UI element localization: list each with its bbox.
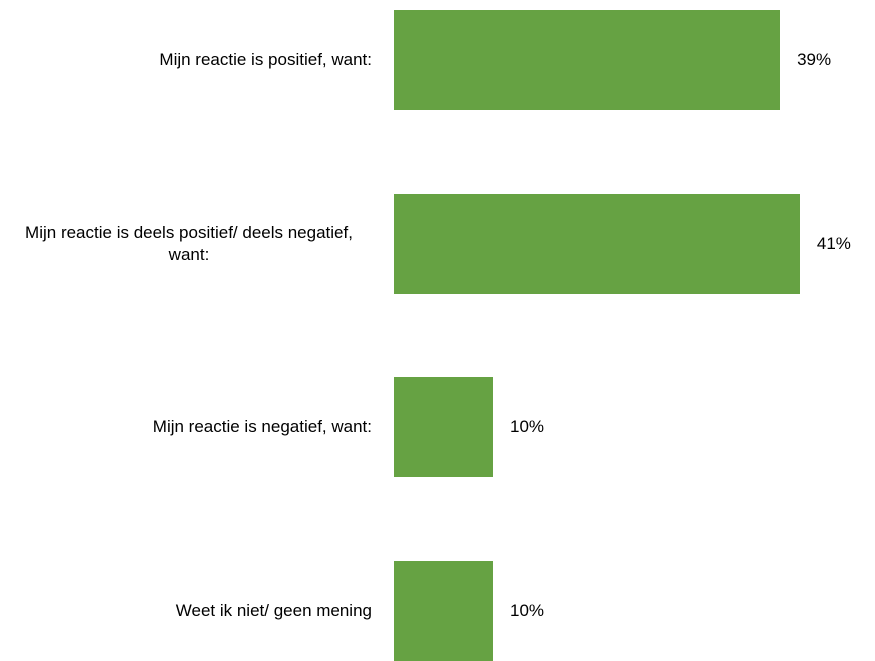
- data-label: 10%: [510, 417, 545, 436]
- bar: [394, 560, 493, 661]
- category-label-box: Mijn reactie is positief, want:: [0, 30, 372, 90]
- category-label: Mijn reactie is positief, want:: [159, 50, 372, 69]
- data-label: 39%: [797, 50, 832, 69]
- bar: [394, 377, 493, 477]
- category-label: Mijn reactie is deels positief/ deels ne…: [25, 222, 353, 264]
- category-label: Mijn reactie is negatief, want:: [152, 417, 372, 436]
- category-label-box: Mijn reactie is deels positief/ deels ne…: [0, 214, 372, 274]
- category-label: Weet ik niet/ geen mening: [175, 600, 372, 620]
- data-label: 41%: [816, 233, 851, 253]
- category-label-box: Weet ik niet/ geen mening: [0, 581, 372, 641]
- bar: [394, 193, 800, 294]
- bar: [394, 10, 781, 110]
- category-label-box: Mijn reactie is negatief, want:: [0, 397, 372, 457]
- data-label: 10%: [510, 600, 545, 620]
